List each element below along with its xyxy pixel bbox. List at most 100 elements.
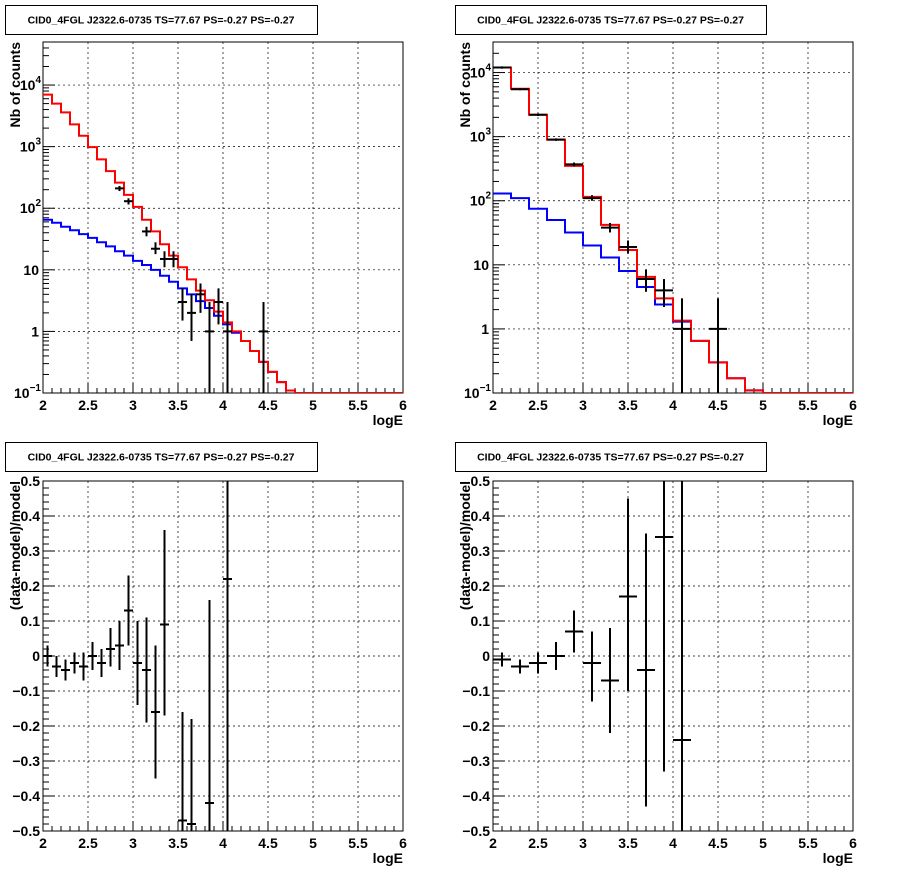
x-tick-label: 4 [219,835,227,851]
y-tick-label-exponent: 4 [485,63,491,74]
x-tick-label: 5.5 [348,835,368,851]
y-tick-label-base: 1 [481,321,489,337]
residual-point [142,617,151,723]
y-tick-label: 0.4 [21,508,41,524]
data-point [493,66,511,69]
x-tick-label: 4.5 [258,397,278,413]
data-layer [493,66,853,393]
y-tick-label: 0.5 [21,473,41,489]
residual-point [637,533,655,807]
data-point [178,288,187,321]
data-point [529,113,547,117]
x-tick-label: 3.5 [168,397,188,413]
residual-point [160,530,169,716]
y-tick-label: −0.1 [462,683,490,699]
x-tick-label: 6 [399,397,407,413]
x-tick-label: 2 [489,397,497,413]
panel-1: CID0_4FGL J2322.6-0735 TS=77.67 PS=-0.27… [5,5,407,428]
data-point [583,195,601,201]
y-tick-label-base: 1 [31,323,39,339]
title-box [5,5,318,35]
data-point [619,240,637,254]
data-point [637,269,655,292]
y-tick-label: 102 [470,191,492,209]
x-tick-label: 2 [39,835,47,851]
y-axis-label: Nb of counts [457,42,473,128]
data-point [205,302,214,393]
y-tick-label-base: 10 [20,200,36,216]
y-tick-label: 10−1 [14,383,41,401]
residual-point [583,631,601,702]
y-tick-label-base: 10 [20,77,36,93]
panel-3: CID0_4FGL J2322.6-0735 TS=77.67 PS=-0.27… [5,442,407,866]
residual-point [115,621,124,670]
data-point [223,302,232,393]
data-point [655,279,673,307]
y-tick-label-base: 10 [470,193,486,209]
y-tick-label-exponent: −1 [30,383,42,394]
residual-point [493,652,511,667]
y-tick-label: −0.3 [12,753,40,769]
x-tick-label: 3.5 [618,397,638,413]
y-tick-label: −0.1 [12,683,40,699]
x-tick-label: 2.5 [78,397,98,413]
x-tick-label: 3 [129,835,137,851]
residual-point [619,498,637,691]
residual-point [79,652,88,681]
y-tick-label-exponent: 2 [485,191,491,202]
residual-point [70,652,79,674]
x-tick-label: 5.5 [798,835,818,851]
y-tick-label-base: 10 [20,139,36,155]
y-axis-label: (data-model)/model [457,481,473,610]
x-tick-label: 4.5 [708,397,728,413]
residual-point [151,645,160,779]
y-tick-label: 1 [481,321,489,337]
y-tick-label: 0.4 [471,508,491,524]
y-tick-label: −0.5 [462,823,490,839]
data-point [214,288,223,325]
data-point [259,302,268,393]
y-tick-label-exponent: 3 [485,127,491,138]
x-tick-label: 5 [309,835,317,851]
y-tick-label: 0.3 [471,543,491,559]
chart-title: CID0_4FGL J2322.6-0735 TS=77.67 PS=-0.27… [28,15,295,27]
residual-point [511,659,529,674]
y-tick-label: −0.2 [12,718,40,734]
y-axis-label: (data-model)/model [7,481,23,610]
x-tick-label: 2 [39,397,47,413]
data-layer [43,481,232,831]
residual-point [106,628,115,667]
residual-point [205,600,214,831]
y-tick-label: 10−1 [464,383,491,401]
residual-point [88,642,97,670]
x-tick-label: 6 [399,835,407,851]
y-tick-label-base: 10 [23,262,39,278]
residual-point [178,712,187,831]
data-point [565,162,583,167]
y-tick-label-exponent: 3 [35,137,41,148]
panel-2: CID0_4FGL J2322.6-0735 TS=77.67 PS=-0.27… [455,5,857,428]
y-tick-label: −0.2 [462,718,490,734]
x-tick-label: 3 [579,835,587,851]
x-tick-label: 2 [489,835,497,851]
x-tick-label: 6 [849,397,857,413]
y-tick-label: 0 [32,648,40,664]
y-axis-label: Nb of counts [7,42,23,128]
x-tick-label: 4 [669,835,677,851]
residual-point [655,481,673,772]
title-box [5,442,318,472]
data-layer [493,481,691,831]
data-point [673,298,691,393]
y-tick-label: 1 [31,323,39,339]
x-tick-label: 5 [759,397,767,413]
model-total-histogram [493,66,853,393]
y-tick-label: 104 [20,75,42,93]
data-layer [43,93,403,393]
y-tick-label: 0.3 [21,543,41,559]
residual-point [52,656,61,677]
x-tick-label: 6 [849,835,857,851]
residual-point [547,642,565,670]
x-tick-label: 4 [219,397,227,413]
residual-point [529,652,547,674]
y-tick-label: −0.5 [12,823,40,839]
